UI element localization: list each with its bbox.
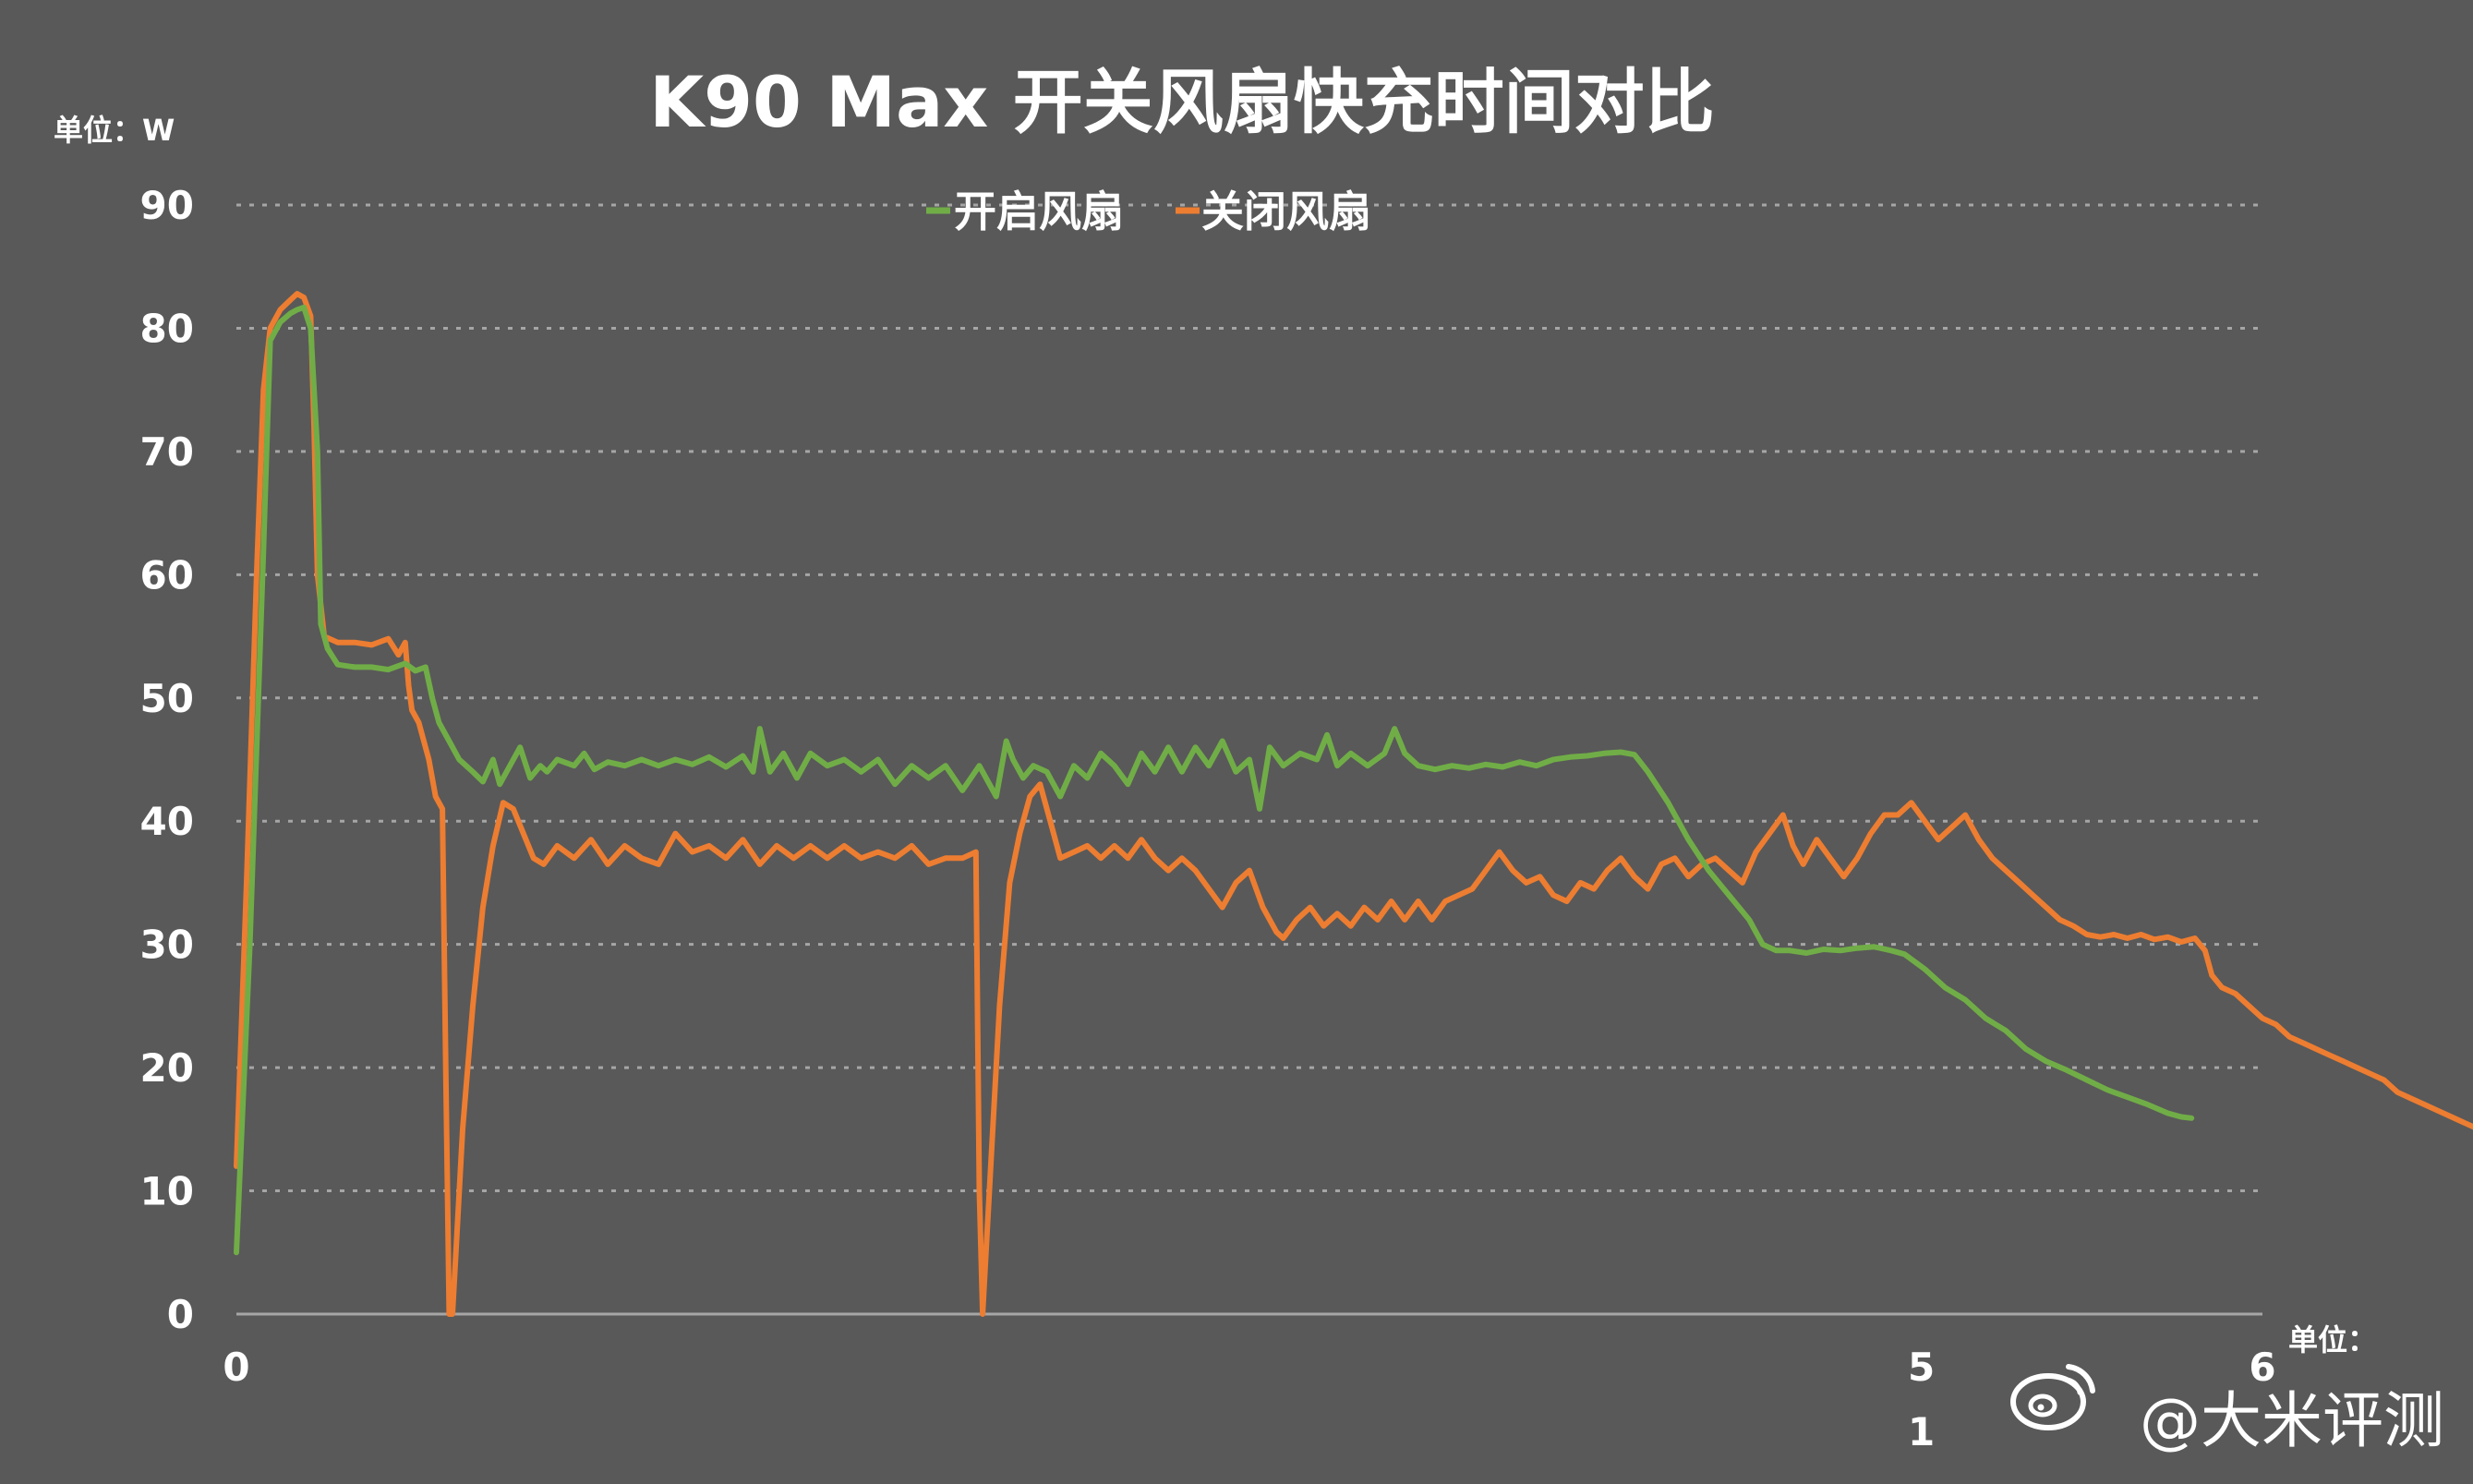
y-axis-unit-label: 单位：W xyxy=(54,113,175,148)
y-tick-label: 0 xyxy=(167,1292,194,1337)
watermark: @大米评测 xyxy=(2010,1364,2444,1456)
watermark-text: @大米评测 xyxy=(2140,1385,2444,1456)
y-tick-label: 90 xyxy=(140,183,194,228)
weibo-icon xyxy=(2010,1364,2095,1430)
gridlines xyxy=(236,203,2262,1316)
x-tick-label: 1 xyxy=(1908,1409,1935,1454)
x-tick-label: 6 xyxy=(2249,1345,2275,1390)
chart-title: K90 Max 开关风扇快充时间对比 xyxy=(649,61,1715,143)
x-tick-label: 0 xyxy=(223,1345,249,1390)
series-line-1 xyxy=(234,304,2195,1256)
y-tick-label: 80 xyxy=(140,306,194,351)
series-line-2 xyxy=(234,291,2473,1317)
data-series xyxy=(234,291,2473,1317)
y-tick-label: 70 xyxy=(140,429,194,475)
x-axis-unit-label: 单位： xyxy=(2288,1322,2377,1357)
y-tick-label: 40 xyxy=(140,799,194,844)
x-axis-tick-labels: 0 5 1 6 xyxy=(223,1345,2275,1454)
legend: 开启风扇 关闭风扇 xyxy=(926,187,1371,236)
y-tick-label: 50 xyxy=(140,676,194,721)
y-tick-label: 60 xyxy=(140,552,194,597)
y-tick-label: 20 xyxy=(140,1045,194,1091)
y-axis-tick-labels: 0 10 20 30 40 50 60 70 80 90 xyxy=(140,183,194,1337)
legend-label-2: 关闭风扇 xyxy=(1201,187,1371,236)
y-tick-label: 30 xyxy=(140,923,194,968)
legend-label-1: 开启风扇 xyxy=(954,187,1124,236)
x-tick-label: 5 xyxy=(1908,1345,1935,1390)
y-tick-label: 10 xyxy=(140,1169,194,1214)
